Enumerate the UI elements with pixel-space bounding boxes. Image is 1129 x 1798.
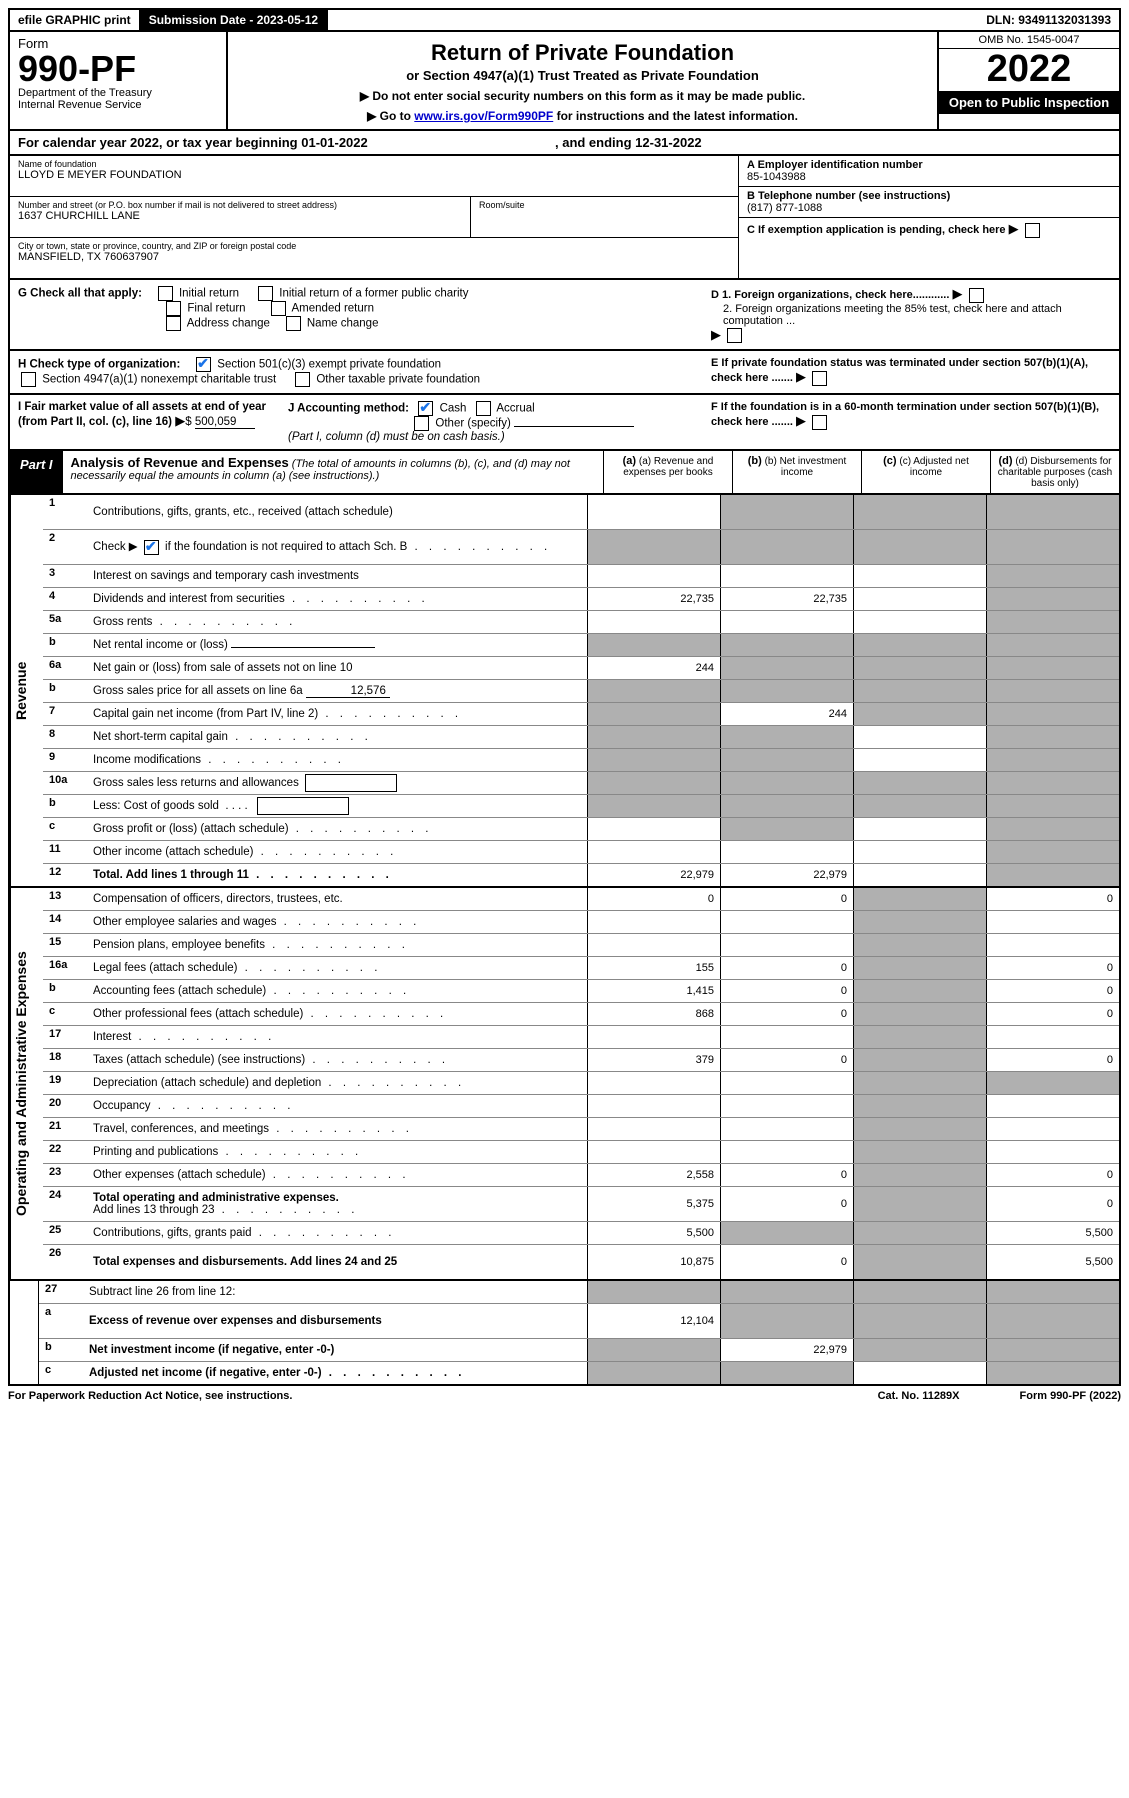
g-initial-return[interactable]: [158, 286, 173, 301]
phone-label: B Telephone number (see instructions): [747, 190, 950, 202]
ein-label: A Employer identification number: [747, 159, 923, 171]
efile-label[interactable]: efile GRAPHIC print: [10, 10, 141, 30]
j-label: J Accounting method:: [288, 403, 409, 415]
year-begin: 01-01-2022: [301, 135, 368, 150]
section-g: G Check all that apply: Initial return I…: [8, 280, 1121, 351]
room-suite-label: Room/suite: [470, 197, 533, 237]
revenue-side-label: Revenue: [10, 495, 43, 886]
addr-label: Number and street (or P.O. box number if…: [18, 200, 730, 210]
ein: 85-1043988: [747, 171, 806, 183]
g-address-change[interactable]: [166, 316, 181, 331]
irs: Internal Revenue Service: [18, 99, 218, 111]
expenses-table: Operating and Administrative Expenses 13…: [8, 888, 1121, 1281]
h-other-taxable[interactable]: [295, 372, 310, 387]
foundation-name: LLOYD E MEYER FOUNDATION: [18, 169, 730, 181]
pra-notice: For Paperwork Reduction Act Notice, see …: [8, 1390, 292, 1402]
year-end: 12-31-2022: [635, 135, 702, 150]
c-label: C If exemption application is pending, c…: [747, 224, 1006, 236]
schb-checkbox[interactable]: [144, 540, 159, 555]
h-501c3[interactable]: [196, 357, 211, 372]
g-final-return[interactable]: [166, 301, 181, 316]
g-amended[interactable]: [271, 301, 286, 316]
top-bar: efile GRAPHIC print Submission Date - 20…: [8, 8, 1121, 32]
form-ref: Form 990-PF (2022): [1020, 1390, 1121, 1402]
calendar-year-row: For calendar year 2022, or tax year begi…: [8, 131, 1121, 156]
l6a-a: 244: [587, 657, 720, 679]
j-other[interactable]: [414, 416, 429, 431]
open-public: Open to Public Inspection: [939, 91, 1119, 114]
form-title: Return of Private Foundation: [240, 40, 925, 66]
l7-b: 244: [720, 703, 853, 725]
header-center: Return of Private Foundation or Section …: [228, 32, 937, 129]
form-header: Form 990-PF Department of the Treasury I…: [8, 32, 1121, 131]
opexp-side-label: Operating and Administrative Expenses: [10, 888, 43, 1279]
part1-header: Part I Analysis of Revenue and Expenses …: [8, 451, 1121, 495]
col-d-head: (d) (d) Disbursements for charitable pur…: [990, 451, 1119, 493]
omb: OMB No. 1545-0047: [939, 32, 1119, 49]
l12-b: 22,979: [720, 864, 853, 886]
dln: DLN: 93491132031393: [978, 10, 1119, 30]
l6b-val: 12,576: [306, 685, 390, 698]
col-c-head: (c) (c) Adjusted net income: [861, 451, 990, 493]
d2-label: 2. Foreign organizations meeting the 85%…: [711, 303, 1111, 327]
j-accrual[interactable]: [476, 401, 491, 416]
h-4947[interactable]: [21, 372, 36, 387]
d1-checkbox[interactable]: [969, 288, 984, 303]
fmv-assets: 500,059: [195, 416, 255, 429]
form990pf-link[interactable]: www.irs.gov/Form990PF: [414, 109, 553, 123]
e-label: E If private foundation status was termi…: [711, 357, 1088, 384]
header-right: OMB No. 1545-0047 2022 Open to Public In…: [937, 32, 1119, 129]
col-a-head: (a) (a) Revenue and expenses per books: [603, 451, 732, 493]
street-address: 1637 CHURCHILL LANE: [18, 210, 730, 222]
l4-a: 22,735: [587, 588, 720, 610]
d1-label: D 1. Foreign organizations, check here..…: [711, 289, 949, 301]
form-subtitle: or Section 4947(a)(1) Trust Treated as P…: [240, 68, 925, 83]
instr-2: ▶ Go to www.irs.gov/Form990PF for instru…: [240, 109, 925, 123]
submission-date: Submission Date - 2023-05-12: [141, 10, 328, 30]
form-number: 990-PF: [18, 51, 218, 87]
header-left: Form 990-PF Department of the Treasury I…: [10, 32, 228, 129]
name-label: Name of foundation: [18, 159, 730, 169]
f-checkbox[interactable]: [812, 415, 827, 430]
section-ij: I Fair market value of all assets at end…: [8, 395, 1121, 451]
line27-table: 27Subtract line 26 from line 12: aExcess…: [8, 1281, 1121, 1386]
section-h: H Check type of organization: Section 50…: [8, 351, 1121, 395]
tax-year: 2022: [939, 49, 1119, 91]
page-footer: For Paperwork Reduction Act Notice, see …: [8, 1386, 1121, 1406]
g-name-change[interactable]: [286, 316, 301, 331]
part1-label: Part I: [10, 451, 63, 493]
e-checkbox[interactable]: [812, 371, 827, 386]
g-initial-former[interactable]: [258, 286, 273, 301]
h-label: H Check type of organization:: [18, 359, 180, 371]
d2-checkbox[interactable]: [727, 328, 742, 343]
phone: (817) 877-1088: [747, 202, 822, 214]
part1-desc: Analysis of Revenue and Expenses (The to…: [63, 451, 603, 493]
revenue-table: Revenue 1Contributions, gifts, grants, e…: [8, 495, 1121, 888]
j-note: (Part I, column (d) must be on cash basi…: [288, 431, 505, 443]
j-cash[interactable]: [418, 401, 433, 416]
instr-1: ▶ Do not enter social security numbers o…: [240, 89, 925, 103]
l12-a: 22,979: [587, 864, 720, 886]
city-state-zip: MANSFIELD, TX 760637907: [18, 251, 730, 263]
entity-info: Name of foundation LLOYD E MEYER FOUNDAT…: [8, 156, 1121, 280]
c-checkbox[interactable]: [1025, 223, 1040, 238]
cat-no: Cat. No. 11289X: [878, 1390, 960, 1402]
city-label: City or town, state or province, country…: [18, 241, 730, 251]
col-b-head: (b) (b) Net investment income: [732, 451, 861, 493]
dept: Department of the Treasury: [18, 87, 218, 99]
g-label: G Check all that apply:: [18, 288, 142, 300]
f-label: F If the foundation is in a 60-month ter…: [711, 401, 1099, 428]
l4-b: 22,735: [720, 588, 853, 610]
